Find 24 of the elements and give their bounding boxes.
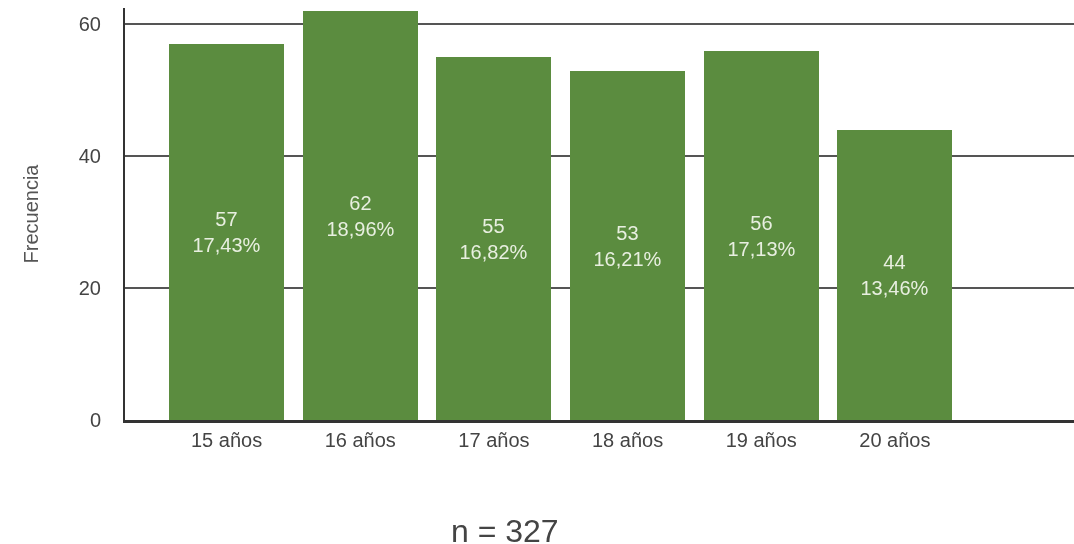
data-label: 44 13,46% xyxy=(860,251,929,299)
y-tick-label: 60 xyxy=(78,13,101,36)
bar xyxy=(303,11,418,420)
y-axis-title: Frecuencia xyxy=(19,163,42,264)
y-tick-label: 0 xyxy=(89,409,101,431)
x-tick-label: 19 años xyxy=(725,429,797,451)
data-label: 57 17,43% xyxy=(192,208,261,256)
y-tick-label: 20 xyxy=(78,277,101,300)
x-tick-label: 20 años xyxy=(859,429,931,451)
bar xyxy=(436,57,551,420)
x-tick-label: 16 años xyxy=(324,429,396,451)
x-tick-label: 18 años xyxy=(591,429,664,451)
data-label: 62 18,96% xyxy=(326,191,395,240)
bar xyxy=(704,51,819,420)
x-tick-label: 17 años xyxy=(458,429,530,451)
x-tick-label: 15 años xyxy=(190,429,263,451)
data-label: 55 16,82% xyxy=(459,214,528,263)
data-label: 56 17,13% xyxy=(727,211,796,260)
bar xyxy=(169,44,284,420)
text: n = 327 xyxy=(451,513,559,544)
bar xyxy=(570,71,685,420)
data-label: 53 16,21% xyxy=(593,221,662,270)
bar xyxy=(837,130,952,420)
y-tick-label: 40 xyxy=(78,145,101,168)
